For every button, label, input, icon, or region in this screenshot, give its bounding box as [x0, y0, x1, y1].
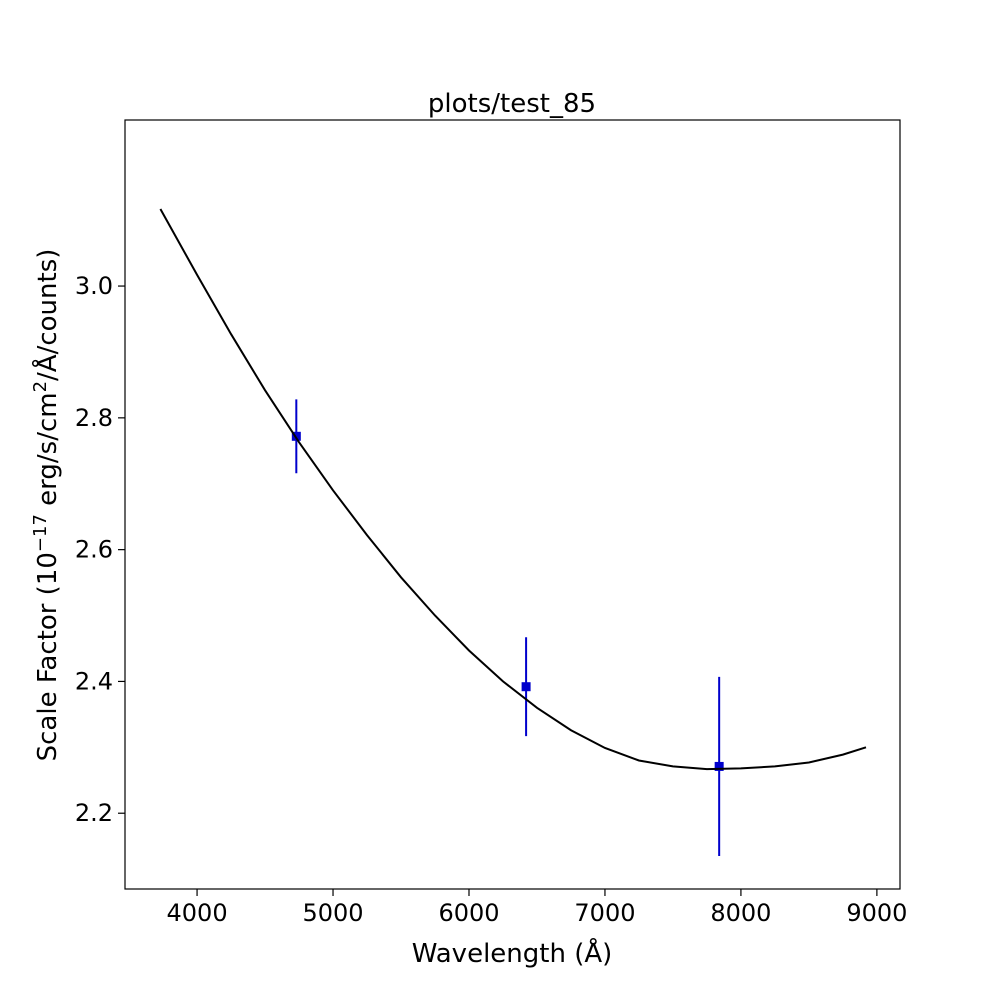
y-axis: 2.2 2.4 2.6 2.8 3.0: [75, 272, 125, 827]
x-tick-label: 4000: [167, 899, 228, 927]
y-tick-label: 2.8: [75, 404, 113, 432]
y-tick-label: 2.2: [75, 799, 113, 827]
y-tick-label: 3.0: [75, 272, 113, 300]
y-axis-label-mid: erg/s/cm: [33, 392, 63, 514]
fit-curve: [159, 208, 867, 771]
series-layer: [159, 208, 867, 857]
x-axis-label: Wavelength (Å): [412, 937, 613, 969]
x-tick-label: 9000: [846, 899, 907, 927]
y-axis-label-exp1: −17: [30, 514, 51, 552]
data-point-marker: [714, 761, 724, 771]
x-tick-label: 7000: [574, 899, 635, 927]
y-axis-label-prefix: Scale Factor (10: [33, 552, 63, 761]
x-axis: 4000 5000 6000 7000 8000 9000: [167, 889, 907, 927]
y-axis-label: Scale Factor (10−17 erg/s/cm2/Å/counts): [30, 249, 64, 762]
x-tick-label: 6000: [438, 899, 499, 927]
data-point-marker: [521, 682, 531, 692]
chart-title: plots/test_85: [428, 89, 596, 119]
x-tick-label: 5000: [302, 899, 363, 927]
y-tick-label: 2.4: [75, 667, 113, 695]
plot-area-frame: [124, 119, 901, 890]
y-axis-label-suffix: /Å/counts): [31, 249, 63, 381]
y-tick-label: 2.6: [75, 536, 113, 564]
x-tick-label: 8000: [710, 899, 771, 927]
y-axis-label-exp2: 2: [30, 381, 51, 392]
